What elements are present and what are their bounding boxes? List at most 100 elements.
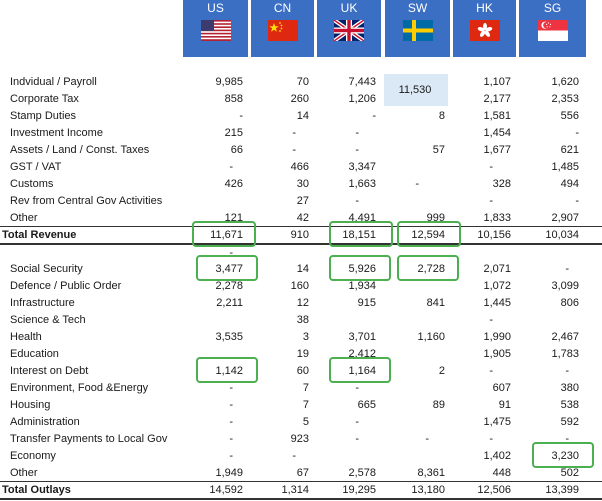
cell: - xyxy=(415,178,419,190)
cell: 1,620 xyxy=(551,76,579,88)
cell: 1,445 xyxy=(483,297,511,309)
column-header-sw: SW xyxy=(385,0,450,57)
cell: 1,949 xyxy=(215,467,243,479)
row-label: Health xyxy=(10,331,42,343)
column-header-uk: UK xyxy=(317,0,381,57)
cell: - xyxy=(229,161,233,173)
cell: 3,230 xyxy=(551,450,579,462)
cell: 1,485 xyxy=(551,161,579,173)
cell: - xyxy=(355,127,359,139)
row-label: Social Security xyxy=(10,263,83,275)
shaded-cell xyxy=(384,74,448,106)
cell: 841 xyxy=(426,297,445,309)
cell: 5,926 xyxy=(348,263,376,275)
cell: 1,934 xyxy=(348,280,376,292)
cell: 91 xyxy=(498,399,511,411)
cell: 67 xyxy=(296,467,309,479)
column-code: UK xyxy=(340,1,358,15)
cell: 30 xyxy=(296,178,309,190)
cell: 8 xyxy=(438,110,445,122)
cell: 10,034 xyxy=(545,229,579,241)
cell: 858 xyxy=(224,93,243,105)
cell: 89 xyxy=(432,399,445,411)
cell: - xyxy=(355,416,359,428)
cell: - xyxy=(355,433,359,445)
cell: 5 xyxy=(302,416,309,428)
cn-flag-icon xyxy=(268,20,298,41)
cell: - xyxy=(575,127,579,139)
sw-flag-icon xyxy=(403,20,433,41)
cell: - xyxy=(565,365,569,377)
row-label: Total Outlays xyxy=(2,484,71,496)
cell: 910 xyxy=(290,229,309,241)
cell: 1,454 xyxy=(483,127,511,139)
cell: 466 xyxy=(290,161,309,173)
cell: - xyxy=(239,110,243,122)
us-flag-icon xyxy=(201,20,231,41)
column-code: HK xyxy=(476,1,493,15)
column-code: CN xyxy=(273,1,292,15)
row-label: Assets / Land / Const. Taxes xyxy=(10,144,150,156)
row-label: Other xyxy=(10,467,38,479)
cell: 2,907 xyxy=(551,212,579,224)
cell: 12 xyxy=(296,297,309,309)
cell: 60 xyxy=(296,365,309,377)
cell: 27 xyxy=(296,195,309,207)
cell: 915 xyxy=(357,297,376,309)
total-revenue-bottom-rule xyxy=(0,243,602,245)
highlight-box xyxy=(329,357,391,383)
column-header-hk: HK xyxy=(453,0,516,57)
cell: - xyxy=(292,450,296,462)
cell: 607 xyxy=(492,382,511,394)
cell: 2,211 xyxy=(216,297,243,309)
cell: 1,905 xyxy=(483,348,511,360)
cell: 1,142 xyxy=(215,365,243,377)
cell: 2,177 xyxy=(483,93,511,105)
row-label: Education xyxy=(10,348,59,360)
cell: 14 xyxy=(296,263,309,275)
row-label: Interest on Debt xyxy=(10,365,89,377)
cell: - xyxy=(229,382,233,394)
row-label: Environment, Food &Energy xyxy=(10,382,149,394)
highlight-box xyxy=(397,221,461,247)
cell: - xyxy=(565,433,569,445)
total-revenue-top-rule xyxy=(0,226,602,227)
cell: 19,295 xyxy=(342,484,376,496)
cell: 7,443 xyxy=(348,76,376,88)
row-label: Investment Income xyxy=(10,127,103,139)
column-header-us: US xyxy=(183,0,248,57)
cell: 3 xyxy=(302,331,309,343)
hk-flag-icon xyxy=(470,20,500,41)
cell: 2,467 xyxy=(551,331,579,343)
cell: 1,072 xyxy=(483,280,511,292)
cell: 57 xyxy=(432,144,445,156)
column-code: SW xyxy=(407,1,428,15)
highlight-box xyxy=(192,221,256,247)
cell: - xyxy=(355,382,359,394)
highlight-box xyxy=(532,442,594,468)
cell: 923 xyxy=(290,433,309,445)
separator-dash: - xyxy=(229,247,233,259)
cell: 66 xyxy=(230,144,243,156)
cell: 70 xyxy=(296,76,309,88)
column-code: SG xyxy=(543,1,562,15)
highlight-box xyxy=(329,255,391,281)
cell: - xyxy=(489,161,493,173)
cell: 2 xyxy=(438,365,445,377)
cell: 592 xyxy=(560,416,579,428)
row-label: Total Revenue xyxy=(2,229,77,241)
row-label: Customs xyxy=(10,178,54,190)
column-code: US xyxy=(207,1,224,15)
cell: 14 xyxy=(296,110,309,122)
cell: 1,160 xyxy=(417,331,445,343)
cell: 556 xyxy=(560,110,579,122)
cell: 1,833 xyxy=(483,212,511,224)
cell: 38 xyxy=(296,314,309,326)
cell: - xyxy=(489,314,493,326)
cell: - xyxy=(489,195,493,207)
row-label: Indvidual / Payroll xyxy=(10,76,97,88)
cell: 12,506 xyxy=(477,484,511,496)
cell: 1,990 xyxy=(483,331,511,343)
cell: - xyxy=(229,450,233,462)
